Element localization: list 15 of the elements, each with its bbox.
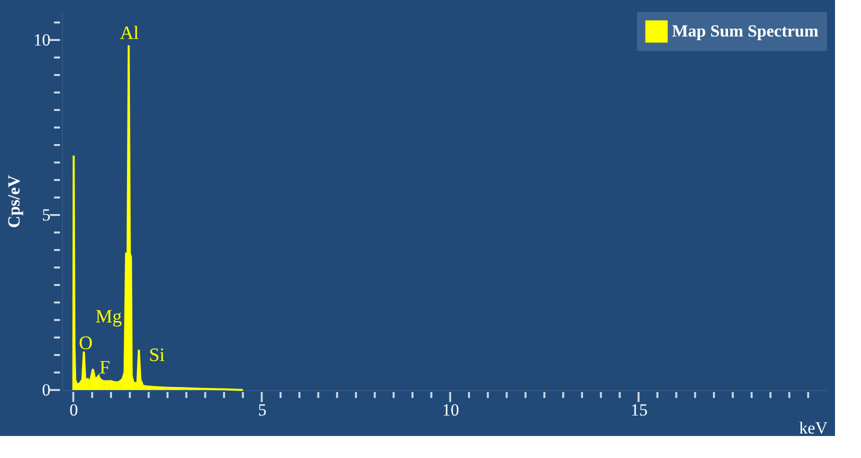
x-tick-label: 10 (442, 400, 460, 420)
y-tick-label: 10 (34, 30, 50, 50)
y-tick-label: 5 (42, 206, 50, 224)
y-axis-title: Cps/eV (4, 174, 24, 228)
annotation: F (100, 357, 110, 378)
legend-label: Map Sum Spectrum (672, 22, 818, 40)
x-tick-label: 0 (70, 400, 78, 420)
y-tick-label: 0 (42, 380, 50, 400)
x-axis-title: keV (799, 418, 828, 438)
annotation: Al (120, 23, 139, 44)
annotation: O (78, 332, 93, 354)
x-tick-label: 5 (258, 400, 266, 420)
annotation: Si (148, 344, 165, 366)
x-tick-label: 15 (630, 400, 648, 420)
annotation: Mg (95, 306, 122, 328)
